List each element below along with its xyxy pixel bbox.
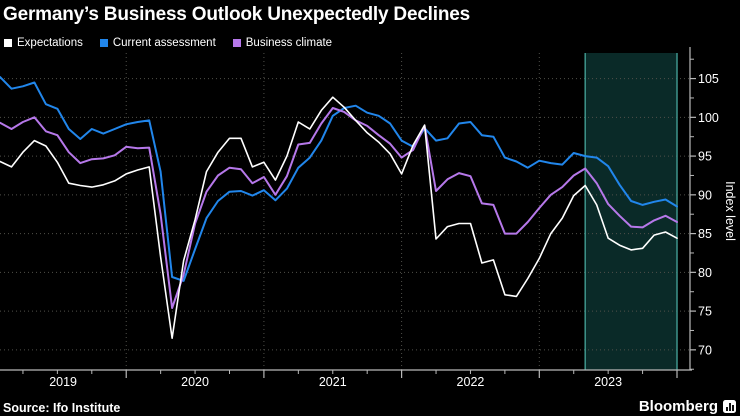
expectations-swatch-icon — [4, 39, 12, 47]
legend-label-current-assessment: Current assessment — [112, 37, 216, 49]
current-assessment-swatch-icon — [99, 39, 108, 47]
legend-label-business-climate: Business climate — [245, 37, 333, 49]
bloomberg-chart-icon — [723, 400, 736, 413]
svg-text:85: 85 — [698, 227, 712, 241]
svg-text:2021: 2021 — [319, 375, 347, 389]
legend-label-expectations: Expectations — [17, 37, 83, 49]
svg-text:Index level: Index level — [723, 181, 737, 241]
chart-title: Germany’s Business Outlook Unexpectedly … — [3, 4, 470, 25]
legend: Expectations Current assessment Business… — [4, 37, 332, 49]
svg-text:2023: 2023 — [594, 375, 622, 389]
svg-text:90: 90 — [698, 188, 712, 202]
svg-text:2019: 2019 — [49, 375, 77, 389]
legend-item-business-climate: Business climate — [232, 37, 333, 49]
svg-text:100: 100 — [698, 111, 719, 125]
business-climate-swatch-icon — [232, 39, 241, 47]
legend-item-expectations: Expectations — [4, 37, 83, 49]
svg-text:80: 80 — [698, 266, 712, 280]
bloomberg-wordmark: Bloomberg — [638, 398, 718, 415]
legend-item-current-assessment: Current assessment — [99, 37, 216, 49]
svg-text:2022: 2022 — [457, 375, 485, 389]
source-note: Source: Ifo Institute — [3, 401, 121, 415]
svg-text:105: 105 — [698, 72, 719, 86]
svg-text:75: 75 — [698, 305, 712, 319]
svg-text:70: 70 — [698, 343, 712, 357]
bloomberg-logo: Bloomberg — [639, 398, 736, 415]
svg-text:2020: 2020 — [181, 375, 209, 389]
svg-text:95: 95 — [698, 150, 712, 164]
